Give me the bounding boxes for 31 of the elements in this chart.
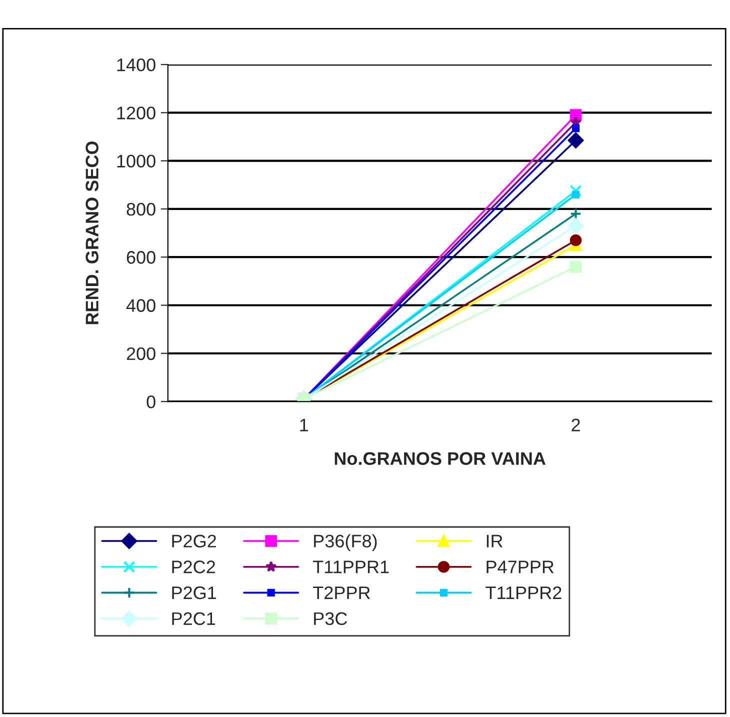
legend-label: P47PPR [486,560,554,574]
point [572,190,580,198]
legend-label: T11PPR1 [313,560,389,574]
point [568,218,584,234]
legend-label: P2C1 [172,612,216,626]
legend-label: T2PPR [313,586,370,600]
legend-label: P3C [314,612,348,626]
point [570,260,582,273]
x-tick-label: 1 [300,418,308,432]
y-tick-label: 800 [126,202,156,216]
x-tick-label: 2 [572,418,580,432]
y-tick-label: 0 [146,395,156,408]
legend-label: P2G1 [172,586,216,600]
point [568,132,584,148]
legend-label: P36(F8) [314,534,377,552]
legend-label: P2C2 [172,560,215,574]
point [570,208,582,220]
y-tick-label: 1200 [117,106,156,120]
point [570,184,582,197]
y-axis-title: REND. GRANO SECO [86,141,98,324]
point [570,234,582,246]
x-axis-title: No.GRANOS POR VAINA [334,452,546,465]
y-tick-label: 400 [126,299,156,312]
point [572,124,580,132]
legend-label: T11PPR2 [486,586,562,600]
legend-label: P2G2 [172,534,216,548]
y-tick-label: 1400 [117,58,156,72]
y-tick-label: 200 [126,347,156,360]
legend-label: IR [486,534,502,548]
y-tick-label: 600 [126,251,156,264]
y-tick-label: 1000 [117,154,156,168]
